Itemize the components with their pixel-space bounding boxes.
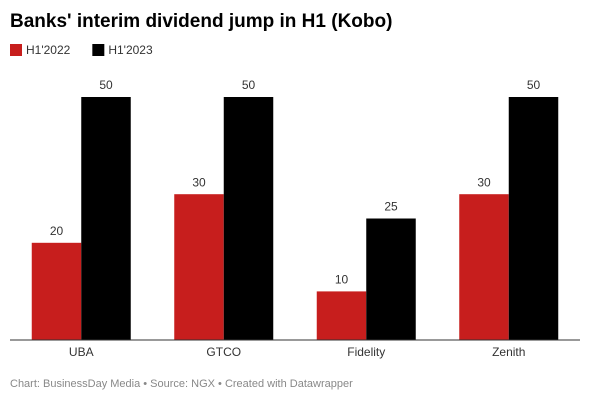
bar xyxy=(31,242,82,340)
x-tick-label: UBA xyxy=(69,345,94,359)
bar xyxy=(508,97,559,340)
legend-swatch xyxy=(10,44,22,56)
data-label: 50 xyxy=(527,78,541,92)
data-label: 50 xyxy=(242,78,256,92)
bar xyxy=(366,218,416,340)
data-label: 30 xyxy=(477,175,491,189)
legend-label: H1'2022 xyxy=(26,43,71,57)
legend-label: H1'2023 xyxy=(108,43,153,57)
data-label: 10 xyxy=(335,273,349,287)
x-tick-label: Fidelity xyxy=(347,345,385,359)
footer: Chart: BusinessDay Media • Source: NGX •… xyxy=(10,378,353,390)
bar xyxy=(223,97,274,340)
data-label: 20 xyxy=(50,224,64,238)
bar xyxy=(81,97,131,340)
data-label: 50 xyxy=(99,78,113,92)
bar xyxy=(174,194,224,340)
legend-swatch xyxy=(92,44,105,56)
bar xyxy=(316,291,367,340)
chart-title: Banks' interim dividend jump in H1 (Kobo… xyxy=(10,11,392,32)
bar xyxy=(459,194,509,340)
x-tick-label: Zenith xyxy=(492,345,525,359)
x-tick-label: GTCO xyxy=(206,345,241,359)
data-label: 30 xyxy=(192,175,206,189)
data-label: 25 xyxy=(384,200,398,214)
